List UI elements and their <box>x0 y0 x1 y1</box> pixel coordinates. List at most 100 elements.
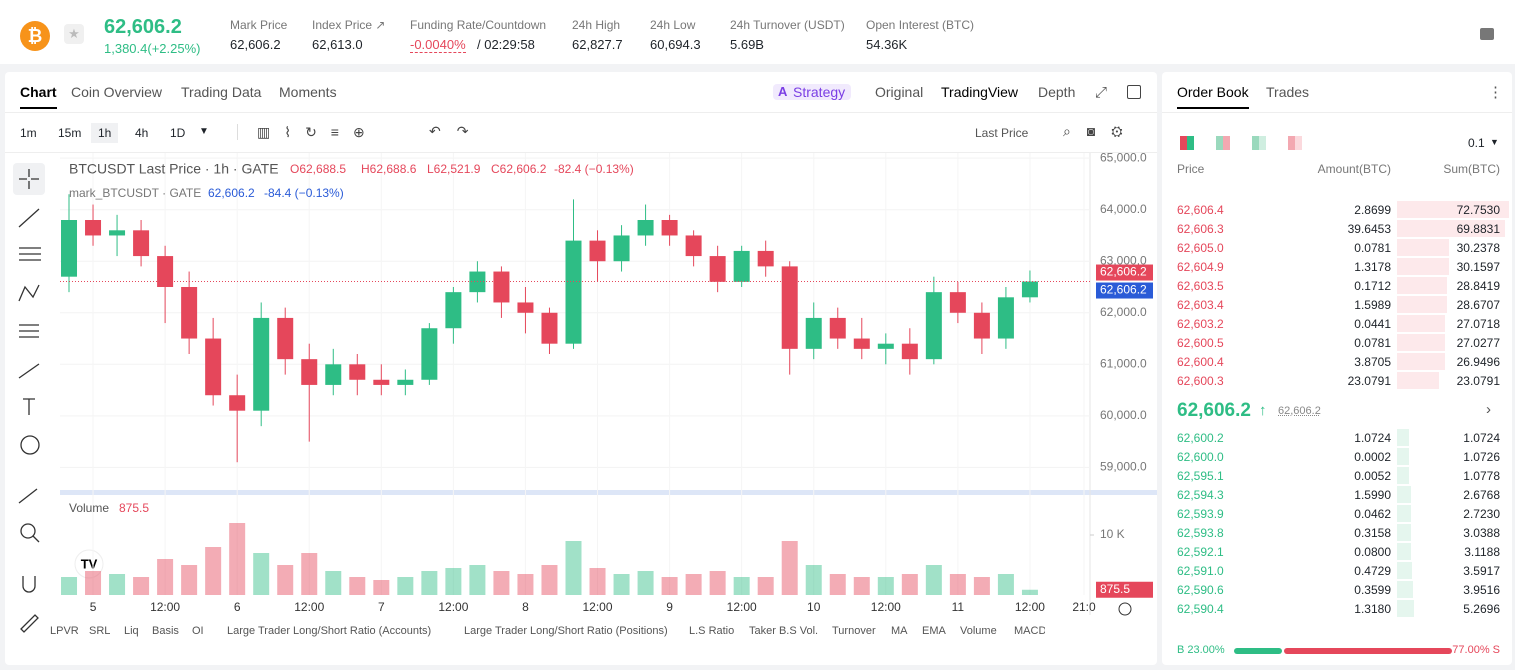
ob-price: 62,603.4 <box>1177 298 1224 312</box>
indicator-tab[interactable]: Basis <box>152 625 179 637</box>
mid-price: 62,606.2 <box>1177 400 1251 421</box>
volume-bar <box>445 568 462 595</box>
candle-body <box>853 338 870 349</box>
indicator-tab[interactable]: Turnover <box>832 625 876 637</box>
indicator-tab[interactable]: Taker B.S Vol. <box>749 625 818 637</box>
layout-icon[interactable] <box>1480 28 1494 40</box>
depth-bar <box>1397 524 1412 541</box>
indicator-tab[interactable]: Large Trader Long/Short Ratio (Accounts) <box>227 625 431 637</box>
interval[interactable]: 1m <box>20 126 37 140</box>
ob-sum: 2.6768 <box>1463 488 1500 502</box>
ob-sum: 27.0718 <box>1456 317 1500 331</box>
volume-bar <box>421 571 438 595</box>
toolbar-icons[interactable]: ▥⌇↻≡⊕ <box>257 124 379 140</box>
volume-tag <box>1096 581 1153 598</box>
stat-label: 24h High <box>572 18 621 32</box>
indicator-tab[interactable]: SRL <box>89 625 110 637</box>
mid-mark: 62,606.2 <box>1278 405 1321 417</box>
volume-bar <box>829 574 846 595</box>
legend-low: L62,521.9 <box>427 162 481 176</box>
view-tab[interactable]: TradingView <box>941 84 1019 100</box>
undo-redo[interactable]: ↶↷ <box>429 123 485 139</box>
indicator-tab[interactable]: Volume <box>960 625 997 637</box>
ob-tab[interactable]: Trades <box>1266 84 1310 100</box>
ob-tab[interactable]: Order Book <box>1177 84 1249 109</box>
candle-body <box>949 292 966 313</box>
mark-price: 62,606.2 <box>208 186 255 200</box>
view-both[interactable] <box>1180 136 1194 150</box>
ob-sum: 27.0277 <box>1456 336 1500 350</box>
indicator-tab[interactable]: OI <box>192 625 204 637</box>
fullscreen[interactable]: ⤢ <box>1095 84 1108 101</box>
interval[interactable]: 1h <box>91 123 119 143</box>
ob-sum: 28.6707 <box>1456 298 1500 312</box>
more-icon[interactable]: ⋮ <box>1488 84 1503 101</box>
chart-tab[interactable]: Trading Data <box>181 84 262 100</box>
chart-tab[interactable]: Coin Overview <box>71 84 163 100</box>
volume-bar <box>805 565 822 595</box>
depth-bar <box>1397 201 1509 218</box>
volume-bar <box>253 553 270 595</box>
ob-amount: 1.5989 <box>1354 298 1391 312</box>
ob-sum: 1.0778 <box>1463 469 1500 483</box>
ob-sum: 1.0726 <box>1463 450 1500 464</box>
x-tick-label: 10 <box>807 600 821 614</box>
volume-bar <box>925 565 942 595</box>
indicator-tab[interactable]: Large Trader Long/Short Ratio (Positions… <box>464 625 668 637</box>
x-tick-label: 5 <box>90 600 97 614</box>
view-tab[interactable]: Original <box>875 84 924 100</box>
ob-amount: 39.6453 <box>1347 222 1391 236</box>
interval[interactable]: 1D <box>170 126 186 140</box>
price-source[interactable]: Last Price <box>975 126 1029 140</box>
ob-sum: 3.9516 <box>1463 583 1500 597</box>
chevron[interactable]: › <box>1486 401 1491 418</box>
view-tab[interactable]: Depth <box>1038 84 1076 100</box>
view-bids[interactable] <box>1252 136 1266 150</box>
candle-body <box>757 250 774 267</box>
precision[interactable]: 0.1 <box>1468 136 1485 150</box>
tool-active[interactable] <box>13 163 45 195</box>
ob-amount: 1.3178 <box>1354 260 1391 274</box>
stat-value: 62,613.0 <box>312 37 363 52</box>
drawing-tools[interactable] <box>18 169 41 633</box>
view-tab[interactable]: Strategy <box>773 84 852 100</box>
y-tick-label: 65,000.0 <box>1100 153 1147 164</box>
chart-panel: ⤢ ▥⌇↻≡⊕ ↶↷ ⌕◙⚙ Chart Coin Overview Trading… <box>5 72 1157 665</box>
indicator-tab[interactable]: LPVR <box>50 625 79 637</box>
x-tick-label: 12:00 <box>1015 600 1045 614</box>
interval[interactable]: 15m <box>58 126 82 140</box>
indicator-tab[interactable]: MA <box>891 625 908 637</box>
indicator-tab[interactable]: L.S Ratio <box>689 625 734 637</box>
interval[interactable]: 4h <box>135 126 149 140</box>
stat-value: 62,606.2 <box>230 37 281 52</box>
view-trades[interactable] <box>1288 136 1302 150</box>
stat-value: 62,827.7 <box>572 37 623 52</box>
ob-price: 62,595.1 <box>1177 469 1224 483</box>
chart-tab[interactable]: Chart <box>20 84 57 109</box>
window-icon[interactable] <box>1127 85 1141 99</box>
depth-bar <box>1397 353 1445 370</box>
volume-bar <box>973 577 990 595</box>
indicator-tab[interactable]: EMA <box>922 625 947 637</box>
dropdown: ▼ <box>1490 137 1499 147</box>
ob-amount: 0.3158 <box>1354 526 1391 540</box>
candle-body <box>133 230 150 257</box>
ob-sum: 3.0388 <box>1463 526 1500 540</box>
ob-amount: 1.5990 <box>1354 488 1391 502</box>
volume-bar <box>133 577 150 595</box>
x-tick-label: 6 <box>234 600 241 614</box>
view-asks[interactable] <box>1216 136 1230 150</box>
depth-bar <box>1397 486 1411 503</box>
tool-icons[interactable]: ⌕◙⚙ <box>1063 123 1139 139</box>
chart-tab[interactable]: Moments <box>279 84 337 100</box>
stat-value: 54.36K <box>866 37 908 52</box>
candle-body <box>493 271 510 303</box>
depth-bar <box>1397 505 1411 522</box>
favorite[interactable]: ★ <box>64 24 84 44</box>
indicator-tab[interactable]: Liq <box>124 625 139 637</box>
ob-price: 62,600.5 <box>1177 336 1224 350</box>
mark-title: mark_BTCUSDT · GATE <box>69 186 201 200</box>
indicator-tab[interactable]: MACD <box>1014 625 1046 637</box>
settings-icon[interactable] <box>1118 602 1132 616</box>
tv-logo-text: TV <box>81 556 98 571</box>
